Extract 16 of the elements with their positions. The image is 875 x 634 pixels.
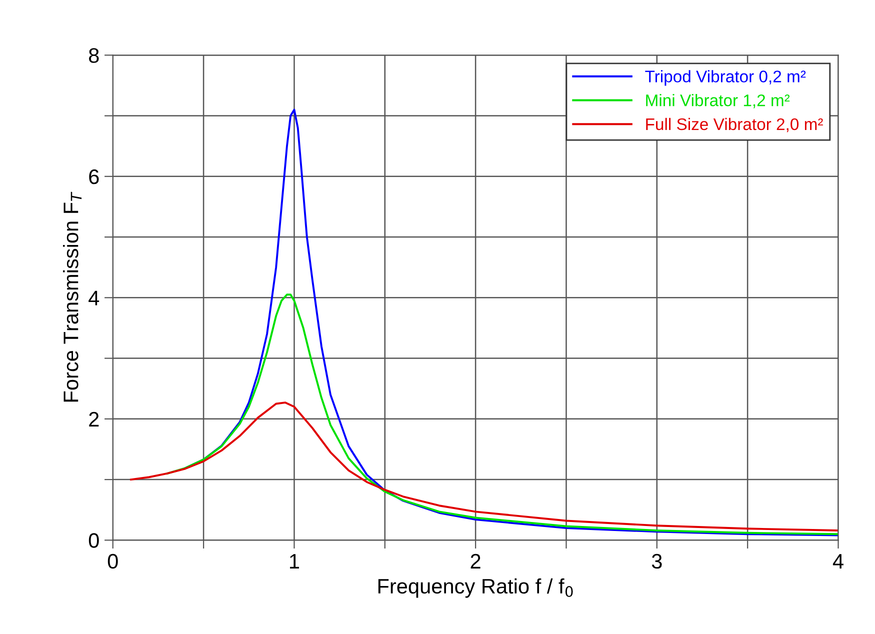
x-tick-label: 0 <box>108 554 118 569</box>
y-tick-label: 0 <box>88 533 99 548</box>
x-tick-label: 2 <box>470 554 480 568</box>
y-tick-label: 8 <box>89 48 99 63</box>
legend-label: Mini Vibrator 1,2 m² <box>646 94 790 108</box>
legend-label: Tripod Vibrator 0,2 m² <box>645 70 806 86</box>
y-tick-label: 6 <box>89 169 99 184</box>
x-tick-label: 4 <box>832 554 844 568</box>
y-axis-title: Force Transmission F$_{T}$ <box>63 192 82 402</box>
x-axis-title: Frequency Ratio f / f$_{0}$ <box>378 578 573 598</box>
line-series <box>130 402 838 532</box>
y-tick-label: 2 <box>89 412 99 426</box>
legend-label: Full Size Vibrator 2,0 m² <box>646 118 823 132</box>
x-tick-label: 1 <box>290 554 299 568</box>
x-tick-label: 3 <box>652 554 662 569</box>
y-tick-label: 4 <box>88 290 100 306</box>
